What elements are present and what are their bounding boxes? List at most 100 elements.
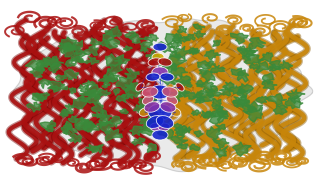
Polygon shape — [245, 49, 258, 56]
Ellipse shape — [156, 116, 174, 128]
Polygon shape — [144, 121, 154, 127]
Polygon shape — [69, 88, 76, 94]
Polygon shape — [285, 98, 303, 109]
Polygon shape — [104, 116, 122, 127]
Polygon shape — [68, 134, 82, 143]
Polygon shape — [40, 121, 56, 129]
Polygon shape — [262, 73, 274, 84]
Polygon shape — [49, 63, 60, 73]
Polygon shape — [43, 56, 64, 70]
Polygon shape — [242, 104, 256, 113]
Polygon shape — [73, 40, 83, 49]
Polygon shape — [177, 126, 190, 136]
Polygon shape — [105, 129, 122, 141]
Polygon shape — [197, 91, 215, 101]
Ellipse shape — [166, 95, 178, 105]
Ellipse shape — [142, 87, 158, 97]
Ellipse shape — [148, 58, 162, 66]
Polygon shape — [157, 42, 175, 52]
Polygon shape — [83, 81, 95, 87]
Polygon shape — [60, 109, 69, 117]
Polygon shape — [129, 34, 146, 43]
Polygon shape — [99, 90, 111, 96]
Ellipse shape — [152, 67, 168, 77]
Ellipse shape — [160, 73, 174, 81]
Polygon shape — [139, 96, 152, 106]
Polygon shape — [179, 36, 189, 42]
Polygon shape — [103, 31, 116, 41]
Polygon shape — [116, 94, 126, 102]
Polygon shape — [262, 80, 277, 89]
Polygon shape — [85, 123, 99, 132]
Polygon shape — [212, 99, 221, 107]
Polygon shape — [207, 127, 222, 139]
Polygon shape — [202, 70, 215, 82]
Polygon shape — [266, 94, 287, 105]
Polygon shape — [170, 41, 180, 49]
Ellipse shape — [142, 95, 154, 105]
Polygon shape — [217, 107, 228, 117]
Polygon shape — [106, 54, 122, 66]
Polygon shape — [210, 86, 218, 92]
Polygon shape — [62, 109, 73, 116]
Polygon shape — [91, 103, 103, 111]
Polygon shape — [56, 75, 67, 81]
Polygon shape — [204, 50, 221, 60]
Polygon shape — [238, 48, 256, 57]
Polygon shape — [133, 105, 146, 113]
Polygon shape — [191, 49, 199, 54]
Polygon shape — [65, 69, 79, 79]
Polygon shape — [48, 81, 68, 92]
Polygon shape — [287, 89, 305, 99]
Polygon shape — [81, 118, 88, 125]
Polygon shape — [291, 95, 300, 104]
Polygon shape — [148, 143, 156, 153]
Polygon shape — [123, 46, 132, 50]
Polygon shape — [203, 111, 215, 118]
Ellipse shape — [139, 108, 151, 116]
Polygon shape — [103, 73, 118, 83]
Polygon shape — [177, 144, 188, 149]
Polygon shape — [85, 144, 100, 152]
Polygon shape — [230, 33, 248, 44]
Polygon shape — [85, 56, 99, 64]
Polygon shape — [171, 67, 188, 78]
Polygon shape — [27, 102, 41, 112]
Polygon shape — [115, 55, 130, 64]
Polygon shape — [174, 127, 187, 135]
Polygon shape — [205, 89, 222, 98]
Polygon shape — [194, 31, 205, 38]
Polygon shape — [159, 75, 177, 85]
Polygon shape — [39, 57, 58, 66]
Polygon shape — [76, 48, 83, 55]
Polygon shape — [171, 80, 180, 85]
Ellipse shape — [158, 58, 172, 66]
Polygon shape — [180, 79, 192, 88]
Polygon shape — [259, 53, 273, 62]
Polygon shape — [270, 64, 281, 71]
Polygon shape — [140, 47, 148, 52]
Polygon shape — [148, 118, 160, 124]
Polygon shape — [120, 109, 128, 114]
Polygon shape — [68, 116, 78, 122]
Polygon shape — [188, 48, 198, 55]
Polygon shape — [107, 64, 123, 74]
Polygon shape — [83, 44, 99, 56]
Polygon shape — [125, 83, 139, 92]
Polygon shape — [245, 101, 263, 113]
Polygon shape — [190, 144, 200, 150]
Polygon shape — [41, 59, 50, 67]
Polygon shape — [87, 90, 102, 99]
Polygon shape — [36, 67, 44, 71]
Polygon shape — [79, 85, 88, 93]
Polygon shape — [105, 39, 119, 49]
Polygon shape — [75, 117, 92, 130]
Polygon shape — [256, 62, 270, 73]
Polygon shape — [280, 60, 293, 70]
Polygon shape — [97, 122, 105, 128]
Polygon shape — [125, 68, 139, 79]
Polygon shape — [63, 43, 79, 57]
Polygon shape — [139, 119, 150, 124]
Polygon shape — [233, 94, 249, 106]
Polygon shape — [98, 70, 119, 84]
